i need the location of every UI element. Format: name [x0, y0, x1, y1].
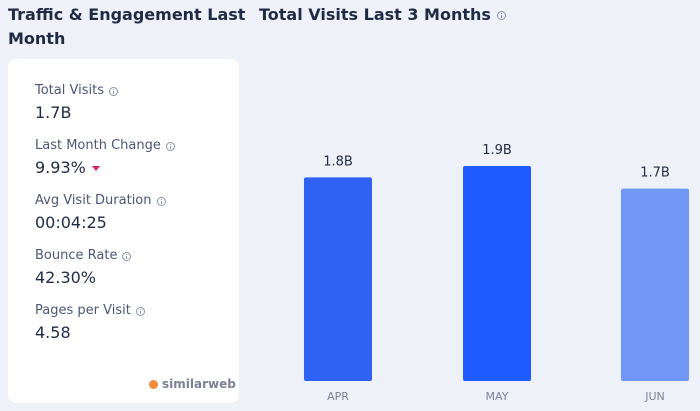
similarweb-logo-icon	[149, 379, 158, 389]
metric-avg-visit-duration: Avg Visit Duration 00:04:25	[35, 193, 166, 234]
chart-title-text: Total Visits Last 3 Months	[259, 5, 491, 24]
metric-value: 9.93%	[35, 158, 86, 177]
bar-may[interactable]	[463, 166, 531, 381]
metric-value: 4.58	[35, 323, 71, 342]
x-tick-may: MAY	[486, 390, 509, 403]
metric-last-month-change: Last Month Change 9.93%	[35, 138, 175, 179]
info-icon[interactable]	[135, 306, 145, 316]
data-label-jun: 1.7B	[640, 166, 670, 181]
metric-label: Avg Visit Duration	[35, 193, 152, 208]
metric-pages-per-visit: Pages per Visit 4.58	[35, 303, 145, 344]
metric-value: 42.30%	[35, 268, 97, 287]
bar-apr[interactable]	[304, 177, 372, 381]
metric-label: Last Month Change	[35, 138, 161, 153]
x-tick-apr: APR	[327, 390, 349, 403]
info-icon[interactable]	[156, 196, 166, 206]
metric-label: Total Visits	[35, 83, 104, 98]
similarweb-logo: similarweb	[149, 377, 236, 391]
metric-label: Bounce Rate	[35, 248, 118, 263]
panel-title: Traffic & Engagement Last Month	[8, 5, 246, 48]
data-label-may: 1.9B	[482, 143, 512, 158]
metric-label: Pages per Visit	[35, 303, 131, 318]
bar-jun[interactable]	[621, 188, 689, 381]
info-icon[interactable]	[165, 141, 175, 151]
metric-bounce-rate: Bounce Rate 42.30%	[35, 248, 132, 289]
info-icon[interactable]	[122, 251, 132, 261]
metrics-card: Total Visits 1.7B Last Month Change 9.93…	[8, 59, 239, 403]
metric-value: 00:04:25	[35, 213, 107, 232]
logo-text: similarweb	[162, 377, 236, 391]
metric-total-visits: Total Visits 1.7B	[35, 83, 118, 124]
x-tick-jun: JUN	[644, 390, 665, 403]
metric-value: 1.7B	[35, 103, 72, 122]
info-icon[interactable]	[108, 86, 118, 96]
chart-title: Total Visits Last 3 Months	[259, 3, 506, 27]
data-label-apr: 1.8B	[323, 154, 353, 169]
down-arrow-icon	[91, 165, 100, 171]
info-icon[interactable]	[496, 10, 506, 20]
